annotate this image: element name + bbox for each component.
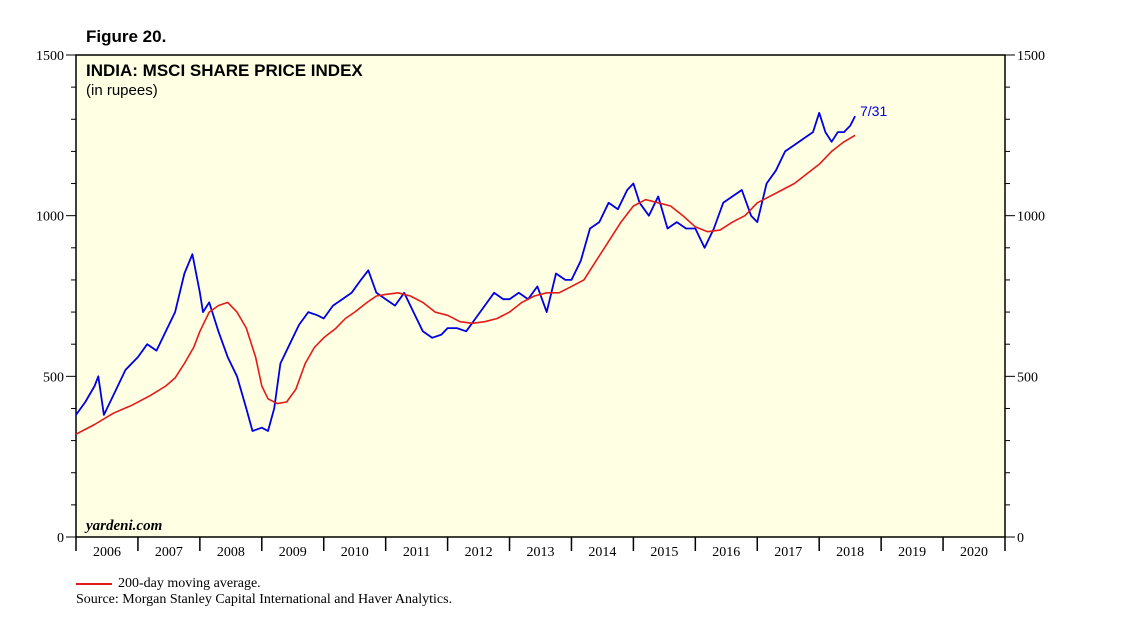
series-index-line: [75, 111, 856, 432]
series-moving-average-line: [75, 134, 856, 435]
x-tick-label: 2019: [898, 545, 926, 560]
x-tick-label: 2020: [960, 545, 988, 560]
y-tick-label-right: 1500: [1017, 49, 1045, 64]
legend-swatch-ma: [76, 583, 112, 585]
x-tick-label: 2015: [650, 545, 678, 560]
chart-title: INDIA: MSCI SHARE PRICE INDEX: [86, 61, 363, 80]
x-tick-label: 2011: [403, 545, 430, 560]
series-layer: [75, 111, 856, 435]
x-tick-label: 2006: [93, 545, 121, 560]
x-tick-label: 2016: [712, 545, 740, 560]
x-tick-label: 2008: [217, 545, 245, 560]
y-tick-label-right: 500: [1017, 370, 1038, 385]
chart-subtitle: (in rupees): [86, 82, 158, 99]
axis-ticks: 0 0 500 500 1000 1000 1500 1500 2006 2007 2008 2009…: [36, 49, 1045, 560]
x-tick-label: 2013: [527, 545, 555, 560]
legend-item-ma: 200-day moving average.: [76, 576, 452, 592]
y-tick-label-left: 0: [57, 531, 64, 546]
x-tick-label: 2017: [774, 545, 802, 560]
y-tick-label-left: 500: [43, 370, 64, 385]
y-tick-label-right: 1000: [1017, 210, 1045, 225]
x-tick-label: 2010: [341, 545, 369, 560]
x-tick-label: 2012: [465, 545, 493, 560]
source-note: Source: Morgan Stanley Capital Internati…: [76, 592, 453, 607]
x-tick-label: 2014: [588, 545, 616, 560]
watermark: yardeni.com: [84, 518, 162, 534]
y-tick-label-left: 1500: [36, 49, 64, 64]
x-tick-label: 2009: [279, 545, 307, 560]
figure-label: Figure 20.: [86, 27, 167, 46]
end-date-annotation: 7/31: [860, 103, 887, 119]
y-tick-label-right: 0: [1017, 531, 1024, 546]
y-tick-label-left: 1000: [36, 210, 64, 225]
x-tick-label: 2007: [155, 545, 183, 560]
legend: 200-day moving average. Source: Morgan S…: [76, 576, 452, 608]
legend-label-ma: 200-day moving average.: [118, 576, 261, 591]
x-tick-label: 2018: [836, 545, 864, 560]
